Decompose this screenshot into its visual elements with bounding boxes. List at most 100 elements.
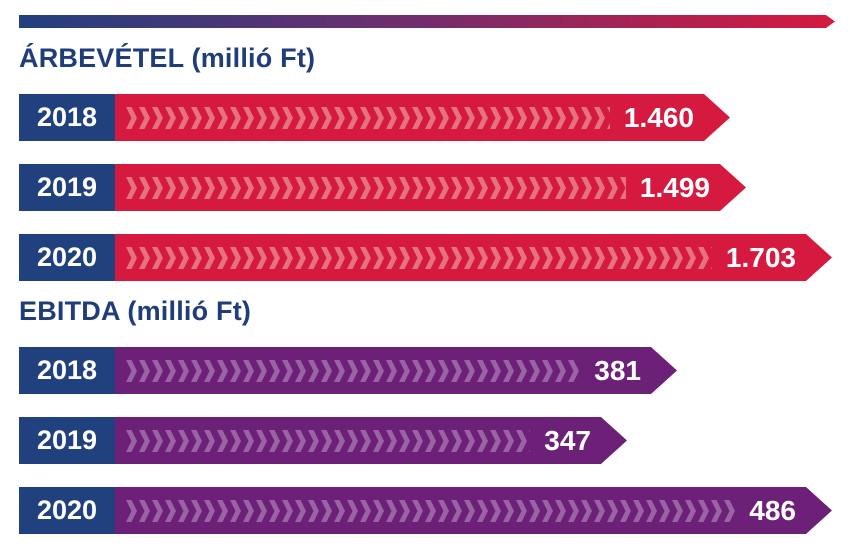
chevron-right-icon: [308, 430, 319, 452]
chevron-right-icon: [425, 107, 436, 129]
chevron-right-icon: [477, 177, 488, 199]
chevron-right-icon: [425, 430, 436, 452]
chevron-right-icon: [659, 500, 670, 522]
year-label: 2019: [19, 417, 115, 464]
bar-row: 2019 347: [19, 417, 850, 464]
chevron-right-icon: [347, 360, 358, 382]
chevron-right-icon: [139, 177, 150, 199]
chevron-right-icon: [191, 430, 202, 452]
chevron-right-icon: [542, 247, 553, 269]
chevron-right-icon: [191, 177, 202, 199]
bar-value-label: 1.703: [725, 241, 796, 273]
chevron-right-icon: [165, 500, 176, 522]
chevron-right-icon: [568, 247, 579, 269]
chevron-right-icon: [347, 177, 358, 199]
chevron-right-icon: [360, 500, 371, 522]
chevron-right-icon: [191, 247, 202, 269]
chevron-right-icon: [126, 500, 137, 522]
chevron-right-icon: [204, 430, 215, 452]
bar-value-label: 381: [594, 354, 641, 386]
chevron-right-icon: [321, 107, 332, 129]
chevron-right-icon: [542, 360, 553, 382]
chevron-right-icon: [373, 500, 384, 522]
chevron-right-icon: [139, 247, 150, 269]
chevron-right-icon: [438, 430, 449, 452]
chevron-right-icon: [282, 500, 293, 522]
chevron-right-icon: [386, 177, 397, 199]
value-bar: 1.499: [115, 164, 746, 211]
chevron-pattern: [126, 500, 735, 522]
chevron-pattern: [126, 360, 580, 382]
chevron-right-icon: [282, 430, 293, 452]
chevron-right-icon: [698, 247, 709, 269]
chevron-right-icon: [347, 247, 358, 269]
chevron-right-icon: [451, 107, 462, 129]
chevron-right-icon: [516, 177, 527, 199]
chevron-right-icon: [555, 107, 566, 129]
bar-value-label: 347: [544, 424, 591, 456]
year-label: 2020: [19, 234, 115, 281]
chevron-right-icon: [529, 430, 530, 452]
chevron-right-icon: [503, 107, 514, 129]
gradient-header-bar: [19, 15, 835, 28]
chevron-right-icon: [373, 360, 384, 382]
chevron-pattern: [126, 430, 530, 452]
chevron-right-icon: [360, 360, 371, 382]
chevron-right-icon: [438, 107, 449, 129]
chevron-right-icon: [243, 360, 254, 382]
chevron-right-icon: [516, 247, 527, 269]
chevron-right-icon: [269, 107, 280, 129]
chevron-right-icon: [451, 360, 462, 382]
chevron-right-icon: [594, 177, 605, 199]
chevron-right-icon: [399, 430, 410, 452]
chevron-right-icon: [620, 500, 631, 522]
chevron-right-icon: [386, 500, 397, 522]
chevron-right-icon: [230, 430, 241, 452]
chevron-right-icon: [516, 360, 527, 382]
chevron-right-icon: [711, 500, 722, 522]
chevron-right-icon: [555, 360, 566, 382]
chevron-right-icon: [438, 500, 449, 522]
chevron-right-icon: [451, 247, 462, 269]
chevron-right-icon: [373, 177, 384, 199]
chevron-right-icon: [295, 247, 306, 269]
chevron-right-icon: [321, 430, 332, 452]
chevron-right-icon: [165, 107, 176, 129]
chevron-right-icon: [321, 500, 332, 522]
chevron-right-icon: [126, 360, 137, 382]
chevron-right-icon: [204, 177, 215, 199]
chevron-right-icon: [581, 107, 592, 129]
chevron-right-icon: [451, 500, 462, 522]
chevron-right-icon: [334, 500, 345, 522]
chevron-right-icon: [451, 430, 462, 452]
chevron-right-icon: [256, 247, 267, 269]
chevron-right-icon: [451, 177, 462, 199]
chevron-right-icon: [529, 107, 540, 129]
chevron-right-icon: [412, 247, 423, 269]
chevron-right-icon: [347, 430, 358, 452]
chevron-right-icon: [230, 247, 241, 269]
bar-row: 2018 1.460: [19, 94, 850, 141]
chevron-right-icon: [490, 430, 501, 452]
chevron-right-icon: [334, 430, 345, 452]
year-label: 2020: [19, 487, 115, 534]
chevron-right-icon: [516, 430, 527, 452]
chevron-right-icon: [529, 360, 540, 382]
chevron-right-icon: [178, 360, 189, 382]
chevron-right-icon: [178, 177, 189, 199]
chevron-right-icon: [464, 500, 475, 522]
chevron-right-icon: [555, 177, 566, 199]
chevron-right-icon: [152, 177, 163, 199]
chevron-right-icon: [464, 247, 475, 269]
chevron-right-icon: [269, 177, 280, 199]
chevron-right-icon: [412, 430, 423, 452]
bar-row: 2018 381: [19, 347, 850, 394]
chevron-right-icon: [477, 247, 488, 269]
chevron-right-icon: [269, 430, 280, 452]
bar-row: 2019 1.499: [19, 164, 850, 211]
chevron-right-icon: [464, 360, 475, 382]
chevron-right-icon: [256, 360, 267, 382]
chevron-right-icon: [334, 177, 345, 199]
chevron-right-icon: [464, 177, 475, 199]
section-title: EBITDA (millió Ft): [19, 296, 252, 326]
